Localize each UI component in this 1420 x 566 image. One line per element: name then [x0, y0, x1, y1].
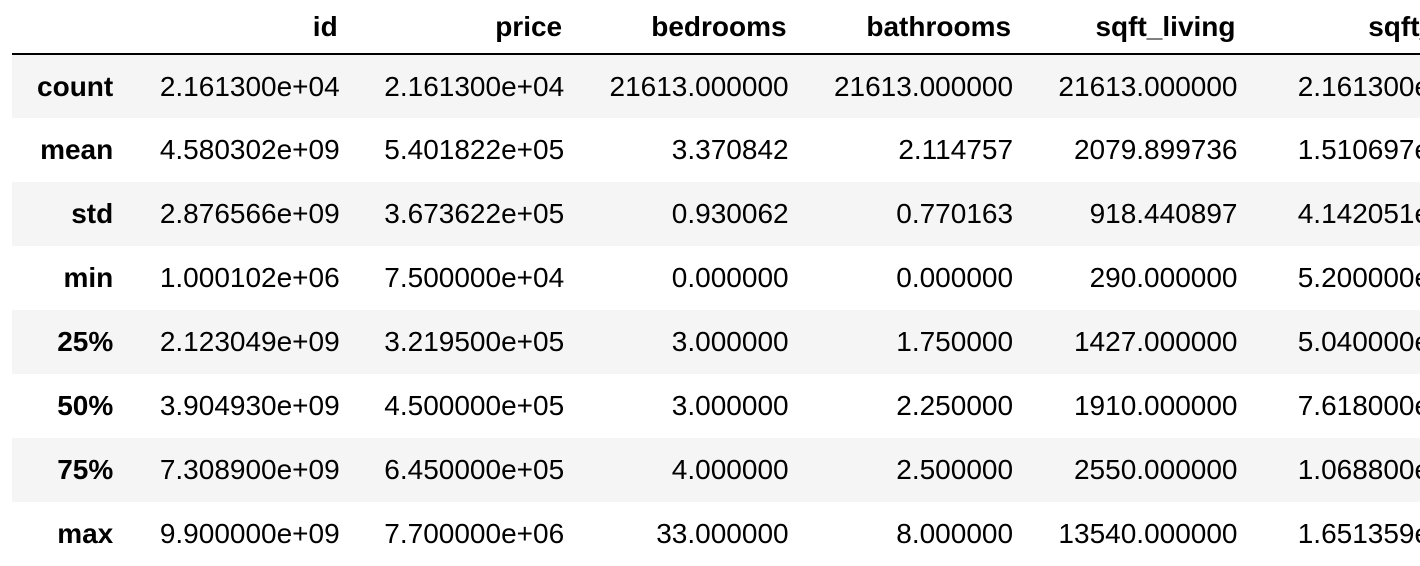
table-cell: 5.040000e+0 [1297, 326, 1420, 357]
table-row: std 2.876566e+09 3.673622e+05 0.930062 0… [12, 182, 1420, 246]
table-cell: 3.904930e+09 [159, 390, 340, 421]
table-cell: 2.250000 [896, 390, 1014, 421]
row-label: 25% [57, 326, 114, 357]
table-cell: 2.876566e+09 [159, 198, 340, 229]
table-cell: 7.618000e+0 [1297, 390, 1420, 421]
table-cell: 3.000000 [671, 390, 789, 421]
table-row: 25% 2.123049e+09 3.219500e+05 3.000000 1… [12, 310, 1420, 374]
table-cell: 1910.000000 [1073, 390, 1238, 421]
column-header-id: id [125, 0, 350, 55]
table-cell: 1.750000 [896, 326, 1014, 357]
table-cell: 7.700000e+06 [384, 518, 565, 549]
column-header-sqft-lot: sqft_lo [1247, 0, 1420, 55]
table-cell: 0.770163 [896, 198, 1014, 229]
table-cell: 5.401822e+05 [384, 134, 565, 165]
table-cell: 2.500000 [896, 454, 1014, 485]
table-cell: 7.500000e+04 [384, 262, 565, 293]
table-cell: 4.580302e+09 [159, 134, 340, 165]
table-cell: 4.142051e+0 [1297, 198, 1420, 229]
row-label: std [71, 198, 114, 229]
table-cell: 7.308900e+09 [159, 454, 340, 485]
row-label: 75% [57, 454, 114, 485]
row-label: min [63, 262, 114, 293]
table-row: mean 4.580302e+09 5.401822e+05 3.370842 … [12, 118, 1420, 182]
table-cell: 1.510697e+0 [1297, 134, 1420, 165]
table-cell: 4.500000e+05 [384, 390, 565, 421]
table-cell: 1.651359e+0 [1297, 518, 1420, 549]
table-cell: 6.450000e+05 [384, 454, 565, 485]
table-cell: 21613.000000 [1058, 70, 1238, 102]
table-cell: 9.900000e+09 [159, 518, 340, 549]
table-cell: 290.000000 [1089, 262, 1238, 293]
row-label: 50% [57, 390, 114, 421]
describe-table: id price bedrooms bathrooms sqft_living … [12, 0, 1420, 566]
header-row: id price bedrooms bathrooms sqft_living … [12, 0, 1420, 55]
table-cell: 2.161300e+0 [1297, 70, 1420, 102]
table-cell: 1.000102e+06 [159, 262, 340, 293]
table-row: 50% 3.904930e+09 4.500000e+05 3.000000 2… [12, 374, 1420, 438]
table-cell: 4.000000 [671, 454, 789, 485]
column-header-sqft-living: sqft_living [1023, 0, 1248, 55]
table-cell: 3.219500e+05 [384, 326, 565, 357]
table-cell: 5.200000e+0 [1297, 262, 1420, 293]
table-cell: 2.123049e+09 [159, 326, 340, 357]
table-cell: 3.673622e+05 [384, 198, 565, 229]
column-header-price: price [349, 0, 575, 55]
describe-table-container[interactable]: id price bedrooms bathrooms sqft_living … [12, 0, 1420, 566]
table-cell: 13540.000000 [1058, 518, 1238, 549]
table-cell: 0.000000 [671, 262, 789, 293]
table-cell: 2.161300e+04 [384, 70, 565, 102]
table-cell: 21613.000000 [833, 70, 1014, 102]
table-row: min 1.000102e+06 7.500000e+04 0.000000 0… [12, 246, 1420, 310]
row-label: max [57, 518, 114, 549]
table-cell: 918.440897 [1089, 198, 1238, 229]
table-cell: 2079.899736 [1073, 134, 1238, 165]
table-cell: 0.000000 [896, 262, 1014, 293]
table-row: count 2.161300e+04 2.161300e+04 21613.00… [12, 54, 1420, 118]
row-label: count [37, 70, 114, 102]
table-cell: 1427.000000 [1073, 326, 1238, 357]
table-header: id price bedrooms bathrooms sqft_living … [12, 0, 1420, 55]
table-cell: 33.000000 [656, 518, 789, 549]
table-cell: 3.000000 [671, 326, 789, 357]
table-row: 75% 7.308900e+09 6.450000e+05 4.000000 2… [12, 438, 1420, 502]
index-header [12, 0, 126, 55]
table-cell: 3.370842 [671, 134, 789, 165]
table-row: max 9.900000e+09 7.700000e+06 33.000000 … [12, 502, 1420, 566]
table-cell: 2550.000000 [1073, 454, 1238, 485]
table-body: count 2.161300e+04 2.161300e+04 21613.00… [12, 54, 1420, 566]
column-header-bedrooms: bedrooms [574, 0, 799, 55]
table-cell: 1.068800e+0 [1297, 454, 1420, 485]
table-cell: 0.930062 [671, 198, 789, 229]
table-cell: 8.000000 [896, 518, 1014, 549]
table-cell: 2.161300e+04 [159, 70, 340, 102]
table-cell: 21613.000000 [609, 70, 789, 102]
column-header-bathrooms: bathrooms [798, 0, 1024, 55]
row-label: mean [40, 134, 114, 165]
table-cell: 2.114757 [898, 134, 1014, 165]
